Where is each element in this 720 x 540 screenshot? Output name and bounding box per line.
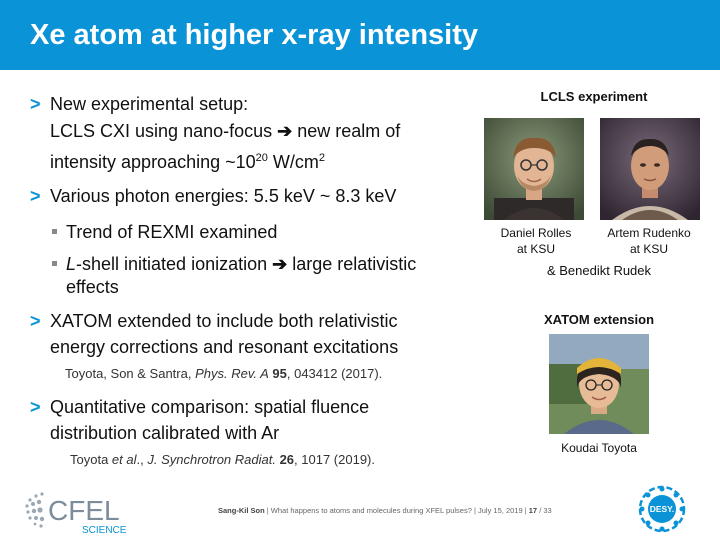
title-bar: Xe atom at higher x-ray intensity [0,0,720,70]
photo-koudai-toyota [549,334,649,434]
footer-page-total: / 33 [537,506,552,515]
bullet-text: LCLS CXI using nano-focus [50,121,278,141]
caption-benedikt-rudek: & Benedikt Rudek [546,263,652,278]
superscript: 2 [318,152,326,164]
caption-daniel-rolles: Daniel Rolles at KSU [500,226,572,256]
footer-author: Sang-Kil Son [218,506,265,515]
subbullet-text: Trend of REXMI examined [66,222,278,242]
subbullet-text: large relativistic [287,254,417,274]
slide-title: Xe atom at higher x-ray intensity [30,19,479,51]
bullet-marker: > [30,397,41,417]
bullet-marker: > [30,186,41,206]
subbullet-italic: L [66,254,77,274]
caption-artem-rudenko: Artem Rudenko at KSU [607,226,691,256]
photo-daniel-rolles [484,118,584,220]
bullet-text: new realm of [292,121,401,141]
subbullet-text: -shell initiated ionization [76,254,273,274]
cfel-text: CFEL [48,495,120,526]
bullet-text: Various photon energies: 5.5 keV ~ 8.3 k… [50,186,397,206]
subbullet-text: effects [66,277,119,297]
footer-text: Sang-Kil Son | What happens to atoms and… [218,506,552,515]
footer-page-number: 17 [528,506,538,515]
bullet-text: distribution calibrated with Ar [50,423,280,443]
bullet-marker: > [30,94,41,114]
footer-talk-title: What happens to atoms and molecules duri… [270,506,472,515]
reference-1: Toyota, Son & Santra, Phys. Rev. A 95, 0… [65,366,383,381]
xatom-heading: XATOM extension [543,312,655,327]
footer-date: July 15, 2019 [478,506,523,515]
arrow-icon: ➔ [277,121,293,141]
photo-artem-rudenko [600,118,700,220]
bullet-text: energy corrections and resonant excitati… [50,337,399,357]
bullet-text: W/cm [267,152,319,172]
caption-koudai-toyota: Koudai Toyota [561,441,637,455]
bullet-text: New experimental setup: [50,94,249,114]
cfel-science-text: SCIENCE [82,525,127,536]
desy-text: DESY. [650,504,675,514]
lcls-heading: LCLS experiment [540,89,648,104]
square-bullet-icon [52,261,57,266]
reference-2: Toyota et al., J. Synchrotron Radiat. 26… [70,452,375,467]
square-bullet-icon [52,229,57,234]
desy-logo: DESY. [636,483,688,535]
bullet-text: XATOM extended to include both relativis… [50,311,398,331]
arrow-icon: ➔ [272,254,288,274]
bullet-text: Quantitative comparison: spatial fluence [50,397,370,417]
bullet-text: intensity approaching ~10 [50,152,256,172]
superscript: 20 [255,152,268,164]
cfel-science-logo: CFEL SCIENCE [20,486,140,536]
bullet-marker: > [30,311,41,331]
